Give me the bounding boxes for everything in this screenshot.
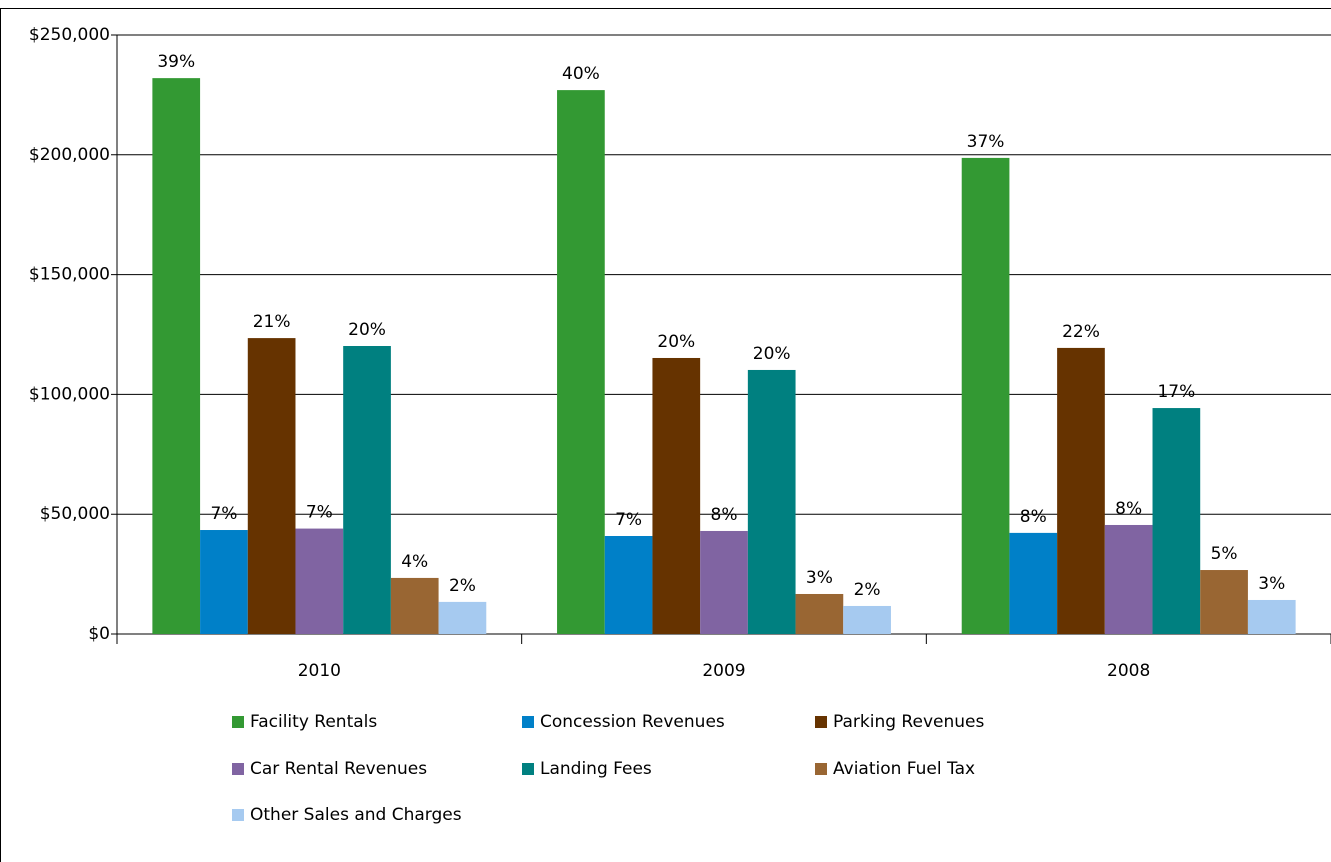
bar (557, 90, 605, 634)
legend-swatch (232, 809, 244, 821)
legend-swatch (232, 716, 244, 728)
y-tick-label: $250,000 (29, 25, 110, 45)
data-label: 5% (1211, 544, 1238, 564)
data-label: 21% (253, 312, 291, 332)
legend-label: Parking Revenues (833, 712, 984, 732)
bar (1247, 599, 1296, 634)
y-tick-label: $0 (88, 624, 110, 644)
legend-label: Aviation Fuel Tax (833, 759, 975, 779)
bar (747, 369, 796, 634)
data-label: 39% (157, 52, 195, 72)
data-label: 3% (806, 568, 833, 588)
bar (795, 593, 844, 634)
legend-label: Facility Rentals (250, 712, 377, 732)
data-label: 7% (306, 503, 333, 523)
bar (1057, 347, 1105, 634)
chart-frame (0, 8, 1331, 862)
data-label: 20% (753, 344, 791, 364)
y-tick-label: $100,000 (29, 384, 110, 404)
bar (200, 530, 248, 634)
data-label: 2% (449, 576, 476, 596)
data-label: 17% (1157, 382, 1195, 402)
data-label: 8% (1115, 499, 1142, 519)
legend-label: Car Rental Revenues (250, 759, 427, 779)
bar (1009, 532, 1058, 634)
legend-swatch (232, 763, 244, 775)
bar (247, 338, 296, 634)
data-label: 37% (967, 132, 1005, 152)
bar (390, 577, 439, 634)
bar (652, 357, 701, 634)
data-label: 8% (1020, 507, 1047, 527)
x-tick-label: 2010 (298, 661, 341, 681)
legend-swatch (522, 763, 534, 775)
data-label: 40% (562, 64, 600, 84)
data-label: 20% (348, 320, 386, 340)
y-tick-label: $200,000 (29, 145, 110, 165)
data-label: 8% (711, 505, 738, 525)
legend-label: Landing Fees (540, 759, 652, 779)
x-tick-label: 2008 (1107, 661, 1150, 681)
bar (343, 346, 391, 634)
legend-swatch (815, 716, 827, 728)
y-tick-label: $150,000 (29, 265, 110, 285)
data-label: 4% (401, 552, 428, 572)
legend-swatch (522, 716, 534, 728)
legend-label: Concession Revenues (540, 712, 725, 732)
bar (152, 78, 201, 635)
bar (604, 536, 653, 634)
legend-label: Other Sales and Charges (250, 805, 462, 825)
data-label: 7% (210, 504, 237, 524)
bar (700, 530, 748, 634)
data-label: 3% (1258, 574, 1285, 594)
bar (1200, 570, 1248, 634)
data-label: 20% (657, 332, 695, 352)
x-tick-label: 2009 (702, 661, 745, 681)
bar (843, 605, 891, 634)
bar (295, 528, 344, 634)
data-label: 7% (615, 510, 642, 530)
y-tick-label: $50,000 (40, 504, 110, 524)
bar (438, 601, 487, 634)
bar (961, 157, 1010, 634)
data-label: 22% (1062, 322, 1100, 342)
data-label: 2% (854, 580, 881, 600)
bar (1104, 524, 1153, 634)
legend-swatch (815, 763, 827, 775)
bar (1152, 408, 1201, 634)
